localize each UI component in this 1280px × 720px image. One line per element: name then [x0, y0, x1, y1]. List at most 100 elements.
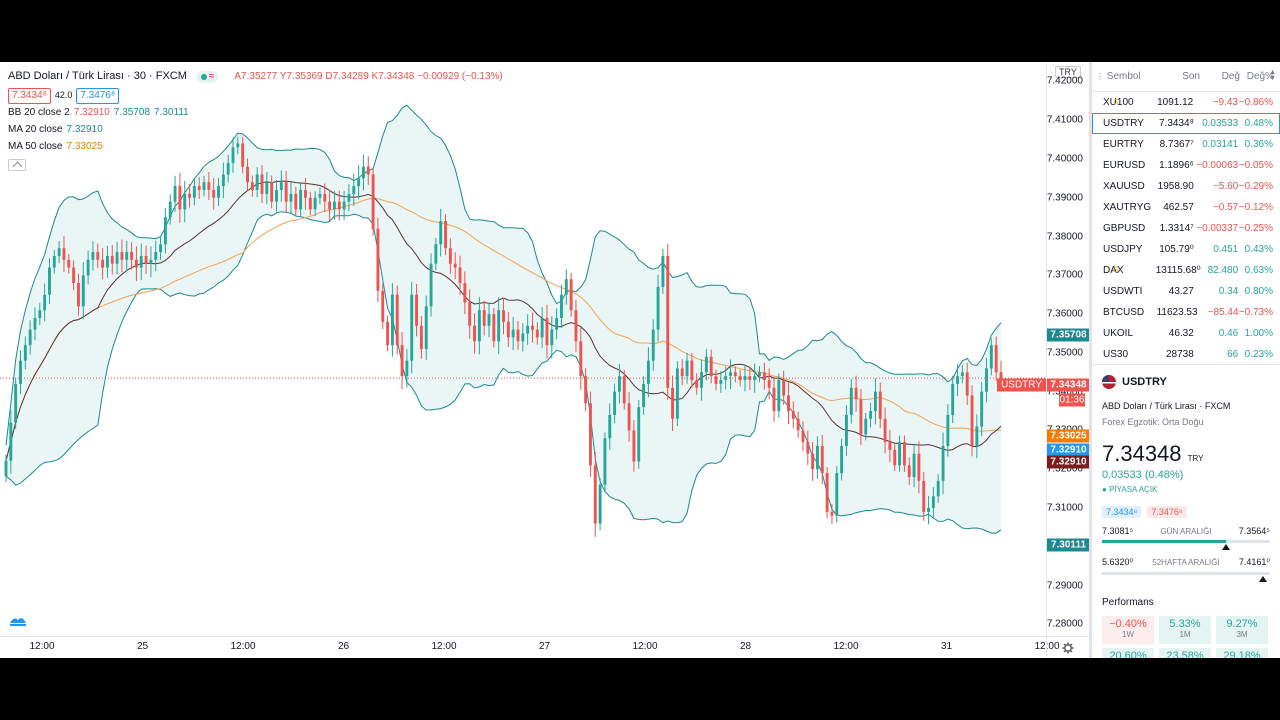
candle-body	[410, 294, 414, 361]
watchlist-symbol[interactable]: XAUUSD	[1103, 181, 1145, 192]
ma50-indicator-name[interactable]: MA 50 close	[8, 141, 63, 152]
chart-pane[interactable]: ABD Doları / Türk Lirası · 30 · FXCM ≈ A…	[0, 62, 1046, 636]
scroll-arrows-icon[interactable]: ▲ ▼	[1269, 69, 1276, 82]
watchlist-symbol[interactable]: EURUSD	[1103, 160, 1146, 171]
gear-icon[interactable]	[1062, 642, 1074, 654]
candle-body	[221, 174, 225, 187]
candle-body	[366, 166, 370, 175]
collapse-legend-button[interactable]	[8, 159, 26, 171]
col-change[interactable]: Değ	[1221, 71, 1240, 82]
candle-body	[342, 201, 346, 210]
candle-body	[279, 182, 283, 190]
candle-body	[212, 189, 216, 198]
price-axis[interactable]: TRY 7.42000 7.41000 7.40000 7.39000 7.38000 7…	[997, 62, 1090, 636]
week52-low: 5.6320⁰	[1102, 557, 1134, 567]
ask-badge[interactable]: 7.3476⁸	[76, 87, 120, 104]
candle-body	[463, 283, 467, 303]
candle-body	[386, 321, 390, 346]
candle-body	[869, 411, 873, 419]
symbol-details: USDTRY ABD Doları / Türk Lirası · FXCM F…	[1092, 364, 1280, 658]
candle-body	[569, 279, 573, 311]
watchlist-symbol[interactable]: GBPUSD	[1103, 223, 1146, 234]
candle-body	[400, 345, 404, 377]
candle-body	[105, 255, 109, 268]
watchlist-row[interactable]: XAUTRYG 462.57 −0.57 −0.12%	[1092, 197, 1280, 218]
performance-cell[interactable]: 29.18%1Y	[1216, 648, 1268, 658]
watchlist-symbol[interactable]: XAUTRYG	[1103, 202, 1152, 213]
performance-period: 1M	[1179, 630, 1191, 639]
ma20-indicator-name[interactable]: MA 20 close	[8, 124, 63, 135]
watchlist-row[interactable]: EURTRY 8.7367⁷ 0.03141 0.36%	[1092, 134, 1280, 155]
watchlist-row[interactable]: EURUSD 1.1896⁶ −0.00063 −0.05%	[1092, 155, 1280, 176]
candle-body	[646, 360, 650, 384]
time-axis[interactable]: 12:00 25 12:00 26 12:00 27 12:00 28 12:00 31 12:00	[0, 636, 1060, 658]
price-chart[interactable]	[0, 62, 1046, 636]
candle-body	[188, 193, 191, 198]
time-tick-label: 12:00	[833, 641, 859, 652]
candle-body	[207, 182, 211, 190]
performance-cell[interactable]: 5.33% 1M	[1159, 616, 1211, 644]
detail-description[interactable]: ABD Doları / Türk Lirası · FXCM	[1102, 401, 1231, 411]
bid-badge[interactable]: 7.3434⁸	[8, 87, 51, 104]
candle-body	[927, 508, 930, 512]
tradingview-logo-icon[interactable]	[8, 612, 28, 628]
candle-body	[555, 317, 559, 330]
watchlist-row[interactable]: GBPUSD 1.3314⁷ −0.00337 −0.25%	[1092, 218, 1280, 239]
watchlist-change-pct: 0.63%	[1244, 265, 1273, 276]
performance-cell[interactable]: 23.58%YTD	[1159, 648, 1211, 658]
candle-body	[975, 426, 979, 446]
time-tick-label: 12:00	[632, 641, 658, 652]
performance-cell[interactable]: −0.40% 1W	[1102, 616, 1154, 644]
candle-body	[487, 314, 491, 326]
symbol-title[interactable]: ABD Doları / Türk Lirası · 30 · FXCM	[8, 70, 187, 82]
watchlist-row[interactable]: USDTRY 7.3434⁸ 0.03533 0.48%	[1092, 113, 1280, 134]
price-tick-label: 7.36000	[1046, 308, 1083, 320]
watchlist-row[interactable]: DAX G 13115.68⁰ 82.480 0.63%	[1092, 260, 1280, 281]
drag-handle-icon[interactable]: ⋮	[1096, 72, 1104, 81]
candle-body	[540, 317, 544, 338]
week52-range-marker	[1259, 576, 1268, 582]
watchlist-row[interactable]: UKOIL 46.32 0.46 1.00%	[1092, 323, 1280, 344]
watchlist-row[interactable]: US30 28738 66 0.23%	[1092, 344, 1280, 365]
watchlist-header: ⋮ Sembol Son Değ Değ% ▲ ▼	[1092, 62, 1280, 92]
watchlist-symbol[interactable]: BTCUSD	[1103, 307, 1145, 318]
col-last[interactable]: Son	[1182, 71, 1200, 82]
candle-body	[840, 445, 844, 474]
watchlist-symbol[interactable]: EURTRY	[1103, 139, 1144, 150]
watchlist-change-pct: −0.25%	[1238, 223, 1273, 234]
candle-body	[492, 314, 496, 342]
panel-divider[interactable]	[1089, 62, 1092, 658]
currency-button[interactable]: TRY	[1055, 66, 1081, 78]
watchlist-row[interactable]: XU100 G 1091.12 −9.43 −0.86%	[1092, 92, 1280, 113]
col-symbol[interactable]: ⋮ Sembol	[1096, 71, 1141, 82]
watchlist-symbol[interactable]: US30	[1103, 349, 1129, 360]
market-open-status: ● PİYASA AÇIK	[1102, 485, 1158, 494]
watchlist-symbol[interactable]: USDWTI	[1103, 286, 1143, 297]
bb-indicator-name[interactable]: BB 20 close 2	[8, 107, 70, 118]
candle-body	[120, 252, 124, 260]
watchlist-symbol[interactable]: DAX	[1103, 265, 1124, 276]
candle-body	[405, 360, 409, 377]
chart-settings-button[interactable]	[1046, 636, 1089, 658]
watchlist-row[interactable]: XAUUSD 1958.90 −5.60 −0.29%	[1092, 176, 1280, 197]
candle-body	[806, 442, 810, 454]
col-change-pct[interactable]: Değ%	[1246, 71, 1274, 82]
watchlist-symbol[interactable]: UKOIL	[1103, 328, 1134, 339]
watchlist-row[interactable]: USDWTI 43.27 0.34 0.80%	[1092, 281, 1280, 302]
performance-cell[interactable]: 20.60%6M	[1102, 648, 1154, 658]
watchlist-row[interactable]: BTCUSD 11623.53 −85.44 −0.73%	[1092, 302, 1280, 323]
candle-body	[52, 255, 56, 268]
candle-body	[791, 411, 795, 419]
watchlist-symbol[interactable]: USDJPY	[1103, 244, 1143, 255]
watchlist-symbol[interactable]: USDTRY	[1103, 118, 1144, 129]
last-price-label: 7.34348	[1047, 378, 1090, 392]
candle-body	[835, 473, 839, 516]
candle-body	[661, 255, 665, 287]
time-tick-label: 12:00	[1034, 641, 1060, 652]
watchlist-symbol[interactable]: XU100	[1103, 97, 1134, 108]
performance-cell[interactable]: 9.27% 3M	[1216, 616, 1268, 644]
candle-body	[429, 263, 433, 307]
watchlist-change: −0.00337	[1196, 223, 1239, 234]
candle-body	[19, 360, 22, 384]
watchlist-row[interactable]: USDJPY 105.79⁰ 0.451 0.43%	[1092, 239, 1280, 260]
